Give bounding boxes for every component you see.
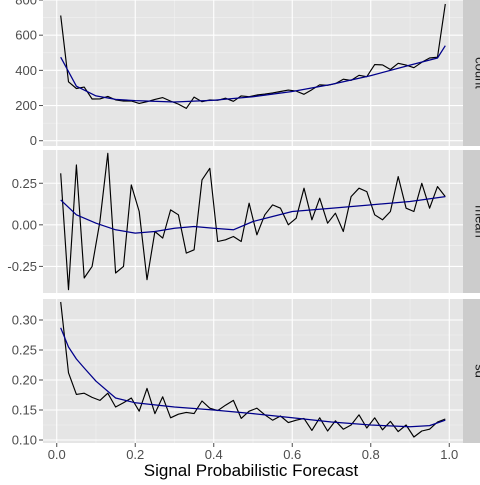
y-tick-label: 0 <box>30 133 37 148</box>
y-tick-label: 800 <box>15 0 37 8</box>
x-tick-label: 0.2 <box>126 447 144 462</box>
y-tick-label: 0.25 <box>12 343 37 358</box>
x-tick-label: 0.4 <box>205 447 223 462</box>
y-tick-label: 0.30 <box>12 313 37 328</box>
y-tick-label: 400 <box>15 63 37 78</box>
y-tick-label: 0.00 <box>12 217 37 232</box>
x-tick-label: 0.0 <box>48 447 66 462</box>
strip-label-sd: sd <box>473 364 480 378</box>
x-tick-label: 1.0 <box>440 447 458 462</box>
y-tick-label: 0.25 <box>12 176 37 191</box>
y-tick-label: -0.25 <box>7 259 37 274</box>
x-tick-label: 0.6 <box>283 447 301 462</box>
panel-sd: 0.10 0.15 0.20 0.25 0.30 sd <box>12 299 480 448</box>
panels-layer: 0200400600800count-0.250.000.25mean0.100… <box>7 0 480 448</box>
strip-label-count: count <box>473 57 480 89</box>
x-axis-title: Signal Probabilistic Forecast <box>144 461 359 480</box>
y-tick-label: 0.10 <box>12 433 37 448</box>
strip-label-mean: mean <box>473 205 480 238</box>
y-tick-label: 600 <box>15 28 37 43</box>
x-tick-label: 0.8 <box>362 447 380 462</box>
y-tick-label: 200 <box>15 98 37 113</box>
panel-mean: -0.25 0.00 0.25 mean <box>7 150 480 293</box>
y-tick-label: 0.20 <box>12 373 37 388</box>
x-axis: 0.0 0.2 0.4 0.6 0.8 1.0 <box>48 443 459 462</box>
y-tick-label: 0.15 <box>12 403 37 418</box>
panel-count: 0 200 400 600 800 count <box>15 0 480 148</box>
